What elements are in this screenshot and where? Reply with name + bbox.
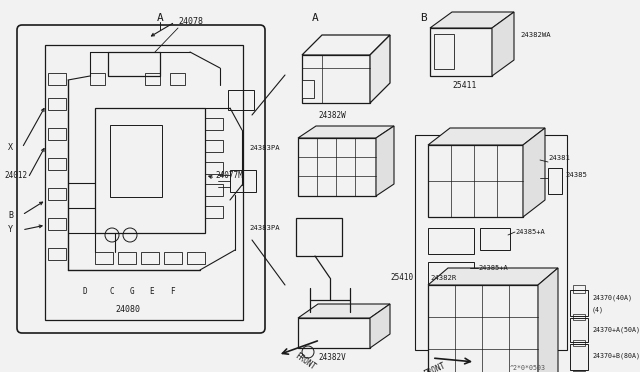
Bar [428, 228, 474, 254]
Bar [428, 145, 523, 217]
Polygon shape [298, 126, 394, 138]
Bar [48, 188, 66, 200]
Text: 24370+A(50A): 24370+A(50A) [592, 327, 640, 333]
Polygon shape [492, 12, 514, 76]
Text: (4): (4) [592, 307, 604, 313]
Bar [110, 125, 162, 197]
Bar [90, 73, 105, 85]
Polygon shape [538, 268, 558, 372]
Bar [205, 184, 223, 196]
Bar [48, 248, 66, 260]
Text: 25411: 25411 [452, 80, 476, 90]
Text: 24012: 24012 [4, 170, 27, 180]
Bar [302, 80, 314, 98]
Polygon shape [370, 35, 390, 103]
Text: 25410: 25410 [390, 273, 413, 282]
Text: 24383PA: 24383PA [250, 145, 280, 151]
Text: G: G [130, 288, 134, 296]
Text: 24077M: 24077M [215, 170, 243, 180]
Bar [302, 55, 370, 103]
Polygon shape [376, 126, 394, 196]
Bar [573, 340, 585, 346]
Text: 24382V: 24382V [318, 353, 346, 362]
Polygon shape [428, 128, 545, 145]
Text: 24370+B(80A): 24370+B(80A) [592, 353, 640, 359]
Text: 24382W: 24382W [318, 110, 346, 119]
Polygon shape [302, 35, 390, 55]
Text: 24078: 24078 [178, 17, 203, 26]
Bar [48, 218, 66, 230]
Bar [573, 371, 585, 372]
Text: 24385+A: 24385+A [515, 229, 545, 235]
Text: E: E [150, 288, 154, 296]
Bar [573, 314, 585, 320]
Bar [480, 228, 510, 250]
Polygon shape [298, 304, 390, 318]
Bar [296, 218, 342, 256]
Bar [434, 34, 454, 69]
Bar [48, 98, 66, 110]
Bar [428, 262, 474, 284]
Bar [108, 52, 160, 76]
Bar [548, 168, 562, 194]
Bar [570, 318, 588, 342]
Text: A: A [157, 13, 163, 23]
Text: FRONT: FRONT [422, 361, 447, 372]
Polygon shape [523, 128, 545, 217]
Bar [298, 318, 370, 348]
Bar [48, 158, 66, 170]
Polygon shape [370, 304, 390, 348]
Polygon shape [430, 12, 514, 28]
FancyBboxPatch shape [17, 25, 265, 333]
Bar [141, 252, 159, 264]
Bar [205, 206, 223, 218]
Bar [205, 140, 223, 152]
Text: A: A [312, 13, 319, 23]
Bar [570, 290, 588, 316]
Text: B: B [420, 13, 427, 23]
Bar [205, 162, 223, 174]
Bar [48, 73, 66, 85]
Bar [95, 108, 205, 233]
Text: 24382WA: 24382WA [520, 32, 550, 38]
Bar [298, 138, 376, 196]
Bar [415, 135, 567, 350]
Bar [164, 252, 182, 264]
Text: Y: Y [8, 225, 13, 234]
Text: C: C [109, 288, 115, 296]
Bar [430, 28, 492, 76]
Text: X: X [8, 144, 13, 153]
Bar [170, 73, 185, 85]
Text: 24385: 24385 [565, 172, 587, 178]
Bar [205, 118, 223, 130]
Text: D: D [83, 288, 87, 296]
Bar [118, 252, 136, 264]
Text: F: F [170, 288, 174, 296]
Bar [228, 90, 254, 110]
Bar [145, 73, 160, 85]
Bar [48, 128, 66, 140]
Text: 24080: 24080 [115, 305, 141, 314]
Bar [570, 344, 588, 370]
Bar [95, 252, 113, 264]
Text: 24381: 24381 [548, 155, 570, 161]
Bar [187, 252, 205, 264]
Text: FRONT: FRONT [293, 352, 317, 372]
Bar [573, 285, 585, 293]
Text: ^2*0*0503: ^2*0*0503 [510, 365, 546, 371]
Text: 24382R: 24382R [430, 275, 456, 281]
Bar [45, 45, 243, 320]
Polygon shape [428, 268, 558, 285]
Text: B: B [8, 211, 13, 219]
Text: 24370(40A): 24370(40A) [592, 295, 632, 301]
Text: 24385+A: 24385+A [478, 265, 508, 271]
Text: 24383PA: 24383PA [250, 225, 280, 231]
Bar [230, 170, 256, 192]
Bar [428, 285, 538, 372]
